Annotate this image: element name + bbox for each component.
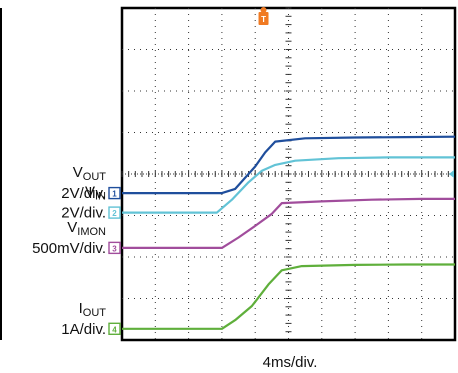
channel-labels: 1VOUT2V/div.2VIN2V/div.3VIMON500mV/div.4… [32, 164, 121, 338]
x-axis-label: 4ms/div. [263, 354, 318, 371]
channel-1-label: 1 VOUT 2V/div. [61, 164, 121, 202]
trigger-marker: T [258, 7, 269, 25]
waveform-traces [122, 135, 456, 330]
trigger-marker-dot [260, 7, 267, 13]
channel-3-marker-number: 3 [112, 244, 117, 253]
channel-4-marker [108, 322, 121, 335]
channel-3-label: 3 VIMON 500mV/div. [32, 219, 121, 257]
trigger-marker-label: T [261, 15, 266, 24]
channel-1-marker [108, 186, 121, 200]
channel-3-name: VIMON [67, 219, 106, 238]
channel-2-scale: 2V/div. [61, 205, 106, 222]
channel-3-scale: 500mV/div. [32, 240, 106, 257]
trace-1 [122, 135, 456, 195]
trace-4 [122, 263, 455, 330]
channel-4-marker-number: 4 [112, 325, 117, 334]
channel-1-scale: 2V/div. [61, 185, 106, 202]
channel-1-name: VOUT [73, 164, 107, 183]
channel-4-name: IOUT [79, 300, 107, 319]
channel-4-label: 4 IOUT 1A/div. [61, 300, 121, 338]
graticule: T [0, 6, 457, 342]
channel-2-name: VIN [85, 184, 106, 203]
trigger-marker-box [258, 12, 269, 25]
channel-2-marker-number: 2 [112, 209, 117, 218]
trace-3 [122, 197, 455, 249]
channel-2-marker [108, 206, 121, 219]
trace-2 [122, 156, 455, 214]
channel-4-scale: 1A/div. [61, 321, 106, 338]
channel-3-marker [108, 241, 121, 255]
ch2-level-marker [449, 170, 454, 178]
channel-1-marker-number: 1 [112, 190, 117, 199]
